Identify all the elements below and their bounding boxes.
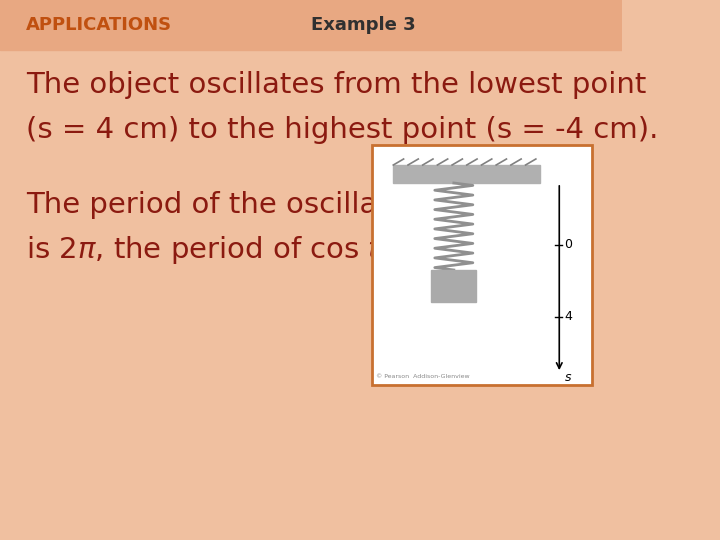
Text: $s$: $s$: [564, 371, 572, 384]
Text: APPLICATIONS: APPLICATIONS: [26, 16, 172, 34]
Text: is 2$\pi$, the period of cos $t$.: is 2$\pi$, the period of cos $t$.: [26, 234, 387, 266]
Text: 4: 4: [564, 310, 572, 323]
Text: The period of the oscillation: The period of the oscillation: [26, 191, 433, 219]
Bar: [0, 0, 622, 50]
FancyBboxPatch shape: [372, 145, 592, 385]
Bar: [393, 165, 540, 183]
Text: 0: 0: [564, 239, 572, 252]
Text: (s = 4 cm) to the highest point (s = -4 cm).: (s = 4 cm) to the highest point (s = -4 …: [26, 116, 658, 144]
Text: Example 3: Example 3: [311, 16, 416, 34]
Text: © Pearson  Addison-Glenview: © Pearson Addison-Glenview: [376, 374, 469, 379]
Bar: [431, 270, 477, 302]
Text: The object oscillates from the lowest point: The object oscillates from the lowest po…: [26, 71, 647, 99]
